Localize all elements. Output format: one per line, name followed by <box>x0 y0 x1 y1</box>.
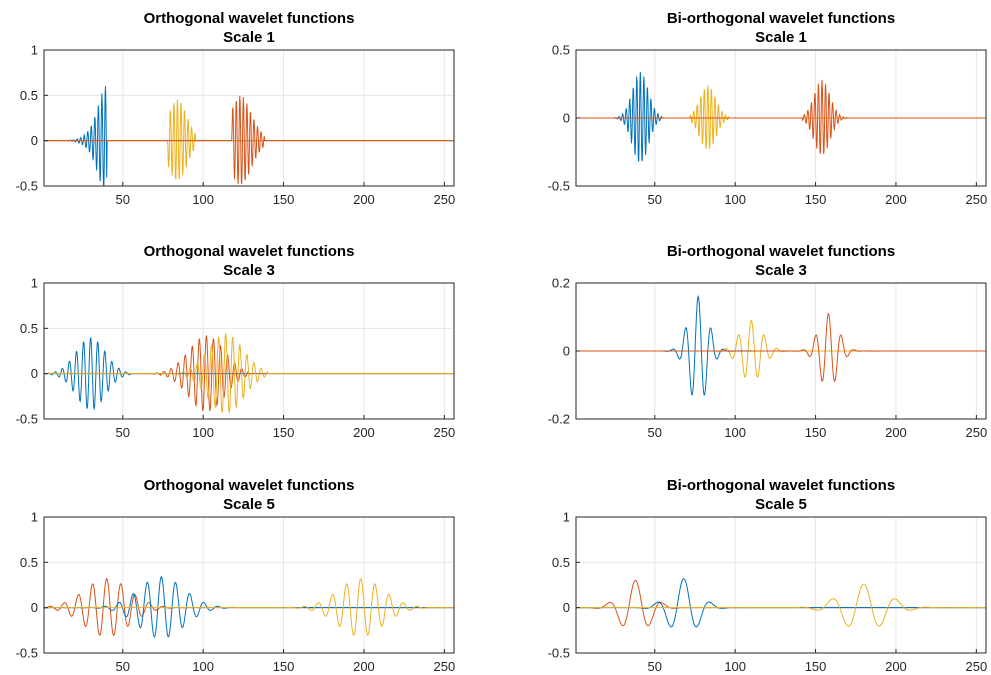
x-tick-label: 200 <box>885 192 907 207</box>
y-tick-label: 1 <box>563 510 570 525</box>
chart-title: Orthogonal wavelet functions <box>144 10 355 27</box>
x-tick-label: 50 <box>648 192 662 207</box>
chart-subtitle: Scale 3 <box>755 262 807 279</box>
x-tick-label: 150 <box>273 192 295 207</box>
chart-panel-5: 50 100 150 200 250 -0.5 0 0.5 1 Orthogonal wavele… <box>16 477 456 674</box>
chart-panel-6: 50 100 150 200 250 -0.5 0 0.5 1 Bi-orthogonal wav… <box>548 477 988 674</box>
chart-panel-1: 50 100 150 200 250 -0.5 0 0.5 1 Orthogonal wavele… <box>16 10 456 207</box>
y-tick-label: 0 <box>563 344 570 359</box>
x-tick-label: 200 <box>885 425 907 440</box>
axes-box <box>575 516 987 654</box>
x-tick-label: 250 <box>966 659 988 674</box>
series-line-3 <box>44 95 454 185</box>
series-line-3 <box>576 312 986 383</box>
chart-title: Orthogonal wavelet functions <box>144 477 355 494</box>
series-line-3 <box>44 578 454 636</box>
y-tick-label: -0.5 <box>16 646 38 661</box>
series-line-3 <box>44 333 454 413</box>
y-tick-label: 0.5 <box>20 88 38 103</box>
x-tick-label: 50 <box>648 659 662 674</box>
y-tick-label: 0.5 <box>20 321 38 336</box>
x-tick-label: 150 <box>805 425 827 440</box>
x-tick-label: 150 <box>805 192 827 207</box>
y-tick-label: 0 <box>563 600 570 615</box>
plot-area <box>44 283 454 419</box>
y-tick-label: 1 <box>31 276 38 291</box>
x-tick-label: 150 <box>805 659 827 674</box>
chart-title: Bi-orthogonal wavelet functions <box>667 10 895 27</box>
y-tick-label: 0 <box>31 366 38 381</box>
y-tick-label: 1 <box>31 43 38 58</box>
x-tick-label: 200 <box>353 659 375 674</box>
chart-subtitle: Scale 5 <box>755 496 807 513</box>
x-tick-label: 250 <box>434 192 456 207</box>
x-tick-label: 50 <box>116 425 130 440</box>
x-tick-label: 250 <box>966 192 988 207</box>
axes-box <box>43 516 455 654</box>
chart-subtitle: Scale 1 <box>755 29 807 46</box>
chart-subtitle: Scale 1 <box>223 29 275 46</box>
chart-panel-2: 50 100 150 200 250 -0.5 0 0.5 Bi-orthogonal wave… <box>548 10 988 207</box>
x-tick-label: 100 <box>724 192 746 207</box>
x-tick-label: 250 <box>434 659 456 674</box>
y-tick-label: 0.2 <box>552 276 570 291</box>
y-tick-label: 0.5 <box>552 555 570 570</box>
y-tick-label: -0.5 <box>548 179 570 194</box>
y-tick-label: -0.5 <box>16 412 38 427</box>
x-tick-label: 150 <box>273 659 295 674</box>
y-tick-label: 0 <box>563 111 570 126</box>
y-tick-label: 0.5 <box>20 555 38 570</box>
x-tick-label: 100 <box>192 425 214 440</box>
y-tick-label: -0.2 <box>548 412 570 427</box>
x-tick-label: 250 <box>434 425 456 440</box>
y-tick-label: 0 <box>31 133 38 148</box>
x-tick-label: 100 <box>724 659 746 674</box>
chart-panel-4: 50 100 150 200 250 -0.2 0 0.2 Bi-orthogonal wave… <box>548 243 988 440</box>
y-tick-label: 0.5 <box>552 43 570 58</box>
x-tick-label: 100 <box>192 192 214 207</box>
y-tick-label: 0 <box>31 600 38 615</box>
x-tick-label: 150 <box>273 425 295 440</box>
axes-box <box>43 282 455 420</box>
chart-title: Bi-orthogonal wavelet functions <box>667 477 895 494</box>
x-tick-label: 50 <box>116 192 130 207</box>
chart-subtitle: Scale 3 <box>223 262 275 279</box>
x-tick-label: 100 <box>724 425 746 440</box>
axes-box <box>43 49 455 187</box>
chart-subtitle: Scale 5 <box>223 496 275 513</box>
series-line-3 <box>576 79 986 154</box>
y-tick-label: -0.5 <box>548 646 570 661</box>
x-tick-label: 250 <box>966 425 988 440</box>
x-tick-label: 50 <box>116 659 130 674</box>
x-tick-label: 50 <box>648 425 662 440</box>
plot-area <box>576 517 986 653</box>
x-tick-label: 200 <box>353 192 375 207</box>
chart-title: Bi-orthogonal wavelet functions <box>667 243 895 260</box>
x-tick-label: 200 <box>885 659 907 674</box>
chart-title: Orthogonal wavelet functions <box>144 243 355 260</box>
series-line-3 <box>576 583 986 627</box>
chart-panel-3: 50 100 150 200 250 -0.5 0 0.5 1 Orthogonal wavele… <box>16 243 456 440</box>
x-tick-label: 200 <box>353 425 375 440</box>
y-tick-label: -0.5 <box>16 179 38 194</box>
y-tick-label: 1 <box>31 510 38 525</box>
x-tick-label: 100 <box>192 659 214 674</box>
